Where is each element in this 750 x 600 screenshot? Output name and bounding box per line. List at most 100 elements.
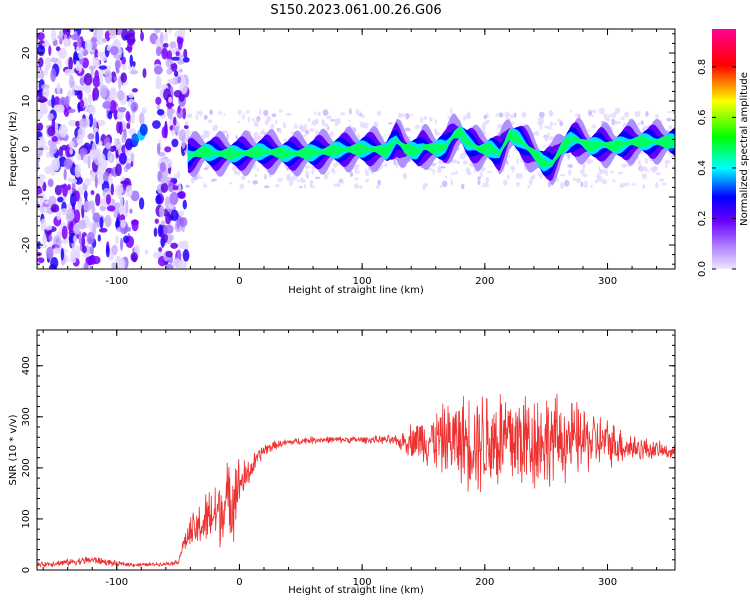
spectrogram-cell	[549, 136, 555, 141]
spectrogram-cell	[129, 208, 133, 214]
spectrogram-cell	[159, 205, 165, 218]
spectrogram-cell	[268, 174, 272, 178]
spectrogram-cell	[97, 164, 105, 178]
spectrogram-cell	[559, 120, 564, 127]
spectrogram-cell	[185, 129, 191, 137]
spectrogram-cell	[349, 108, 352, 115]
spectrogram-cell	[405, 112, 410, 120]
spectrogram-cell	[440, 166, 446, 169]
spectrogram-cell	[509, 114, 515, 119]
spectrogram-cell	[121, 134, 125, 144]
spectrogram-cell	[581, 173, 588, 178]
spectrogram-cell	[113, 76, 118, 82]
spectrogram-cell	[178, 210, 185, 217]
spectrogram-cell	[572, 178, 577, 181]
spectrogram-cell	[479, 172, 483, 178]
spectrogram-cell	[306, 165, 312, 168]
spectrogram-cell	[296, 179, 300, 183]
spectrogram-cell	[591, 109, 597, 114]
spectrogram-cell	[304, 129, 310, 135]
spectrogram-cell	[39, 192, 44, 207]
spectrogram-cell	[506, 160, 509, 165]
spectrogram-cell	[176, 249, 182, 260]
spectrogram-cell	[456, 160, 461, 165]
spectrogram-cell	[82, 251, 91, 258]
spectrogram-cell	[560, 182, 565, 189]
spectrogram-cell	[109, 100, 117, 114]
spectrogram-cell	[544, 134, 549, 142]
spectrogram-cell	[237, 109, 242, 116]
spectrogram-cell	[286, 173, 291, 180]
spectrogram-cell	[92, 212, 101, 223]
spectrogram-cell	[251, 118, 256, 122]
spectrogram-cell	[37, 148, 44, 157]
spectrogram-cell	[107, 111, 113, 120]
spectrogram-cell	[434, 118, 437, 125]
spectrogram-cell	[156, 103, 161, 111]
spectrogram-cell	[108, 29, 117, 37]
spectrogram-cell	[568, 164, 573, 168]
spectrogram-cell	[569, 110, 573, 113]
spectrogram-cell	[606, 118, 611, 122]
spectrogram-cell	[495, 113, 499, 117]
spectrogram-cell	[437, 160, 444, 165]
spectrogram-cell	[311, 169, 315, 175]
spectrogram-cell	[252, 180, 259, 185]
spectrogram-cell	[332, 162, 337, 168]
spectrogram-cell	[39, 243, 48, 248]
spectrogram-cell	[37, 178, 44, 184]
spectrogram-cell	[52, 247, 61, 255]
spectrogram-cell	[282, 122, 287, 129]
spectrogram-cell	[183, 150, 188, 153]
spectrogram-cell	[538, 111, 545, 118]
spectrogram-cell	[298, 125, 304, 131]
spectrogram-cell	[110, 45, 119, 56]
spectrogram-cell	[45, 151, 51, 159]
spectrogram-cell	[376, 110, 382, 117]
snr-ylabel: SNR (10 * v/v)	[8, 414, 19, 485]
spectrogram-cell	[167, 182, 175, 193]
spectrogram-cell	[50, 68, 57, 82]
spectrogram-cell	[293, 124, 298, 129]
spectrogram-cell	[96, 30, 101, 42]
spectrogram-cell	[48, 45, 52, 56]
spectrogram-cell	[256, 167, 259, 172]
spectrogram-cell	[259, 108, 262, 116]
spectrogram-xlabel: Height of straight line (km)	[288, 285, 424, 296]
spectrogram-cell	[340, 112, 345, 116]
spectrogram-cell	[377, 179, 382, 186]
spectrogram-cell	[168, 203, 175, 210]
spectrogram-cell	[507, 154, 511, 158]
spectrogram-cell	[163, 224, 168, 236]
spectrogram-cell	[515, 173, 519, 179]
spectrogram-cell	[130, 252, 138, 262]
spectrogram-cell	[538, 176, 544, 179]
spectrogram-cell	[60, 247, 65, 261]
spectrogram-cell	[388, 122, 393, 125]
spectrogram-cell	[47, 125, 56, 137]
spectrogram-cell	[182, 107, 187, 120]
spectrogram-cell	[617, 171, 624, 175]
spectrogram-cell	[72, 52, 77, 65]
spectrogram-cell	[358, 113, 362, 116]
spectrogram-cell	[586, 129, 591, 132]
spectrogram-cell	[354, 170, 361, 174]
spectrogram-cell	[169, 234, 174, 241]
spectrogram-cell	[265, 115, 272, 122]
spectrogram-cell	[620, 116, 626, 121]
spectrogram-cell	[432, 169, 436, 175]
spectrogram-cell	[655, 171, 662, 176]
spectrogram-cell	[102, 101, 112, 109]
spectrogram-cell	[326, 115, 332, 120]
spectrogram-cell	[395, 162, 399, 169]
spectrogram-cell	[166, 68, 173, 75]
spectrogram-cell	[307, 117, 311, 123]
spectrogram-cell	[306, 174, 309, 179]
spectrogram-cell	[184, 137, 188, 142]
spectrogram-cell	[579, 168, 585, 175]
spectrogram-cell	[580, 181, 584, 188]
spectrogram-cell	[155, 96, 162, 105]
spectrogram-ytick-label: 10	[21, 95, 32, 108]
chart-title: S150.2023.061.00.26.G06	[270, 3, 441, 18]
spectrogram-cell	[37, 122, 44, 131]
